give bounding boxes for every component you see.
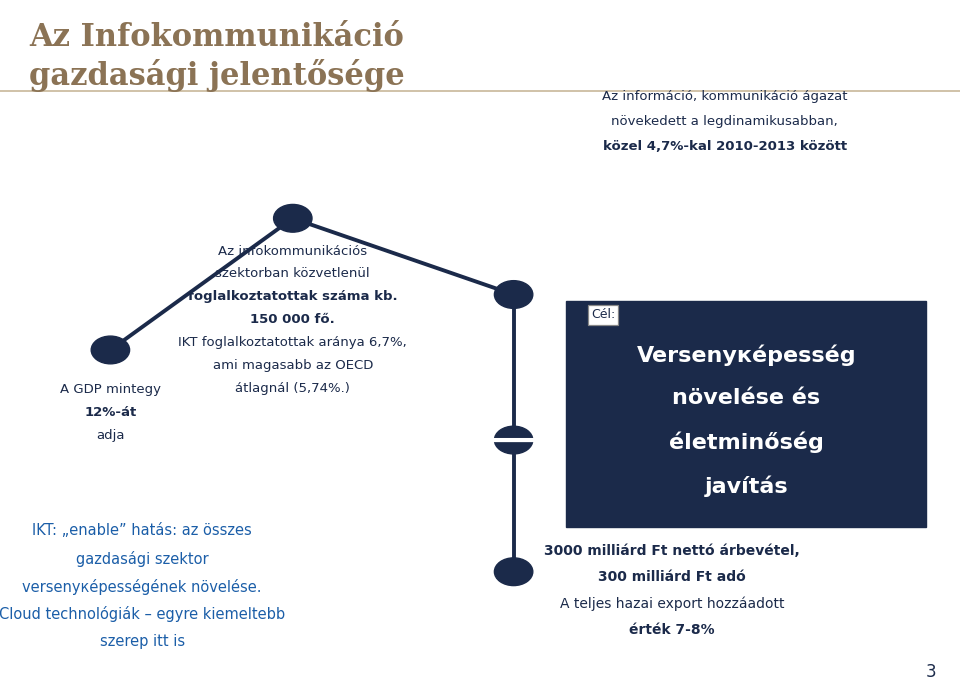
Text: IKT foglalkoztatottak aránya 6,7%,: IKT foglalkoztatottak aránya 6,7%, — [179, 336, 407, 349]
Text: átlagnál (5,74%.): átlagnál (5,74%.) — [235, 382, 350, 395]
Circle shape — [494, 558, 533, 586]
Text: életminőség: életminőség — [669, 432, 824, 453]
Text: 3000 milliárd Ft nettó árbevétel,: 3000 milliárd Ft nettó árbevétel, — [544, 544, 800, 558]
Text: 3: 3 — [925, 663, 936, 681]
Text: foglalkoztatottak száma kb.: foglalkoztatottak száma kb. — [188, 290, 397, 304]
Text: 150 000 fő.: 150 000 fő. — [251, 313, 335, 326]
Text: szerep itt is: szerep itt is — [100, 634, 184, 649]
Text: Az infokommunikációs: Az infokommunikációs — [218, 245, 368, 258]
Text: szektorban közvetlenül: szektorban közvetlenül — [215, 267, 371, 281]
Text: érték 7-8%: érték 7-8% — [629, 623, 715, 637]
Text: A teljes hazai export hozzáadott: A teljes hazai export hozzáadott — [560, 597, 784, 611]
Circle shape — [274, 204, 312, 232]
Text: Versenyкépesség: Versenyкépesség — [636, 344, 856, 366]
Text: 300 milliárd Ft adó: 300 milliárd Ft adó — [598, 570, 746, 584]
Text: Az Infokommunikáció: Az Infokommunikáció — [29, 22, 403, 53]
Circle shape — [494, 426, 533, 454]
Text: Az információ, kommunikáció ágazat: Az információ, kommunikáció ágazat — [602, 90, 848, 103]
Circle shape — [494, 281, 533, 308]
Text: gazdasági jelentősége: gazdasági jelentősége — [29, 59, 404, 92]
Text: közel 4,7%-kal 2010-2013 között: közel 4,7%-kal 2010-2013 között — [603, 140, 847, 153]
Text: ami magasabb az OECD: ami magasabb az OECD — [212, 359, 373, 372]
Text: Cél:: Cél: — [590, 308, 615, 322]
Text: javítás: javítás — [705, 475, 788, 497]
Text: Cloud technológiák – egyre kiemeltebb: Cloud technológiák – egyre kiemeltebb — [0, 606, 285, 622]
Text: adja: adja — [96, 429, 125, 442]
Text: növelése és: növelése és — [672, 388, 821, 408]
Text: versenyкépességének növelése.: versenyкépességének növelése. — [22, 579, 262, 595]
Text: IKT: „enable” hatás: az összes: IKT: „enable” hatás: az összes — [33, 523, 252, 538]
Text: gazdasági szektor: gazdasági szektor — [76, 551, 208, 567]
FancyBboxPatch shape — [566, 301, 926, 527]
Text: A GDP mintegy: A GDP mintegy — [60, 383, 161, 396]
Text: növekedett a legdinamikusabban,: növekedett a legdinamikusabban, — [612, 115, 838, 128]
Circle shape — [91, 336, 130, 364]
Text: 12%-át: 12%-át — [84, 406, 136, 419]
